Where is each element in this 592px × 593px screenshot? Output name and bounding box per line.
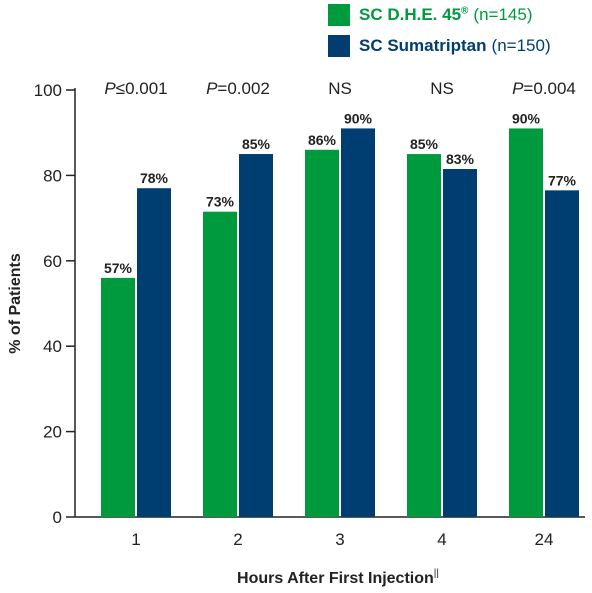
data-label: 86%	[308, 132, 337, 148]
axes: 0 20 40 60 80 100 % of Patients Hours After Fir…	[7, 81, 585, 587]
x-tick-label: 3	[335, 530, 344, 549]
bar-dhe	[203, 211, 237, 517]
bar-dhe	[509, 128, 543, 517]
x-axis-title-mark: ||	[434, 568, 439, 579]
data-label: 73%	[206, 194, 235, 210]
data-label: 90%	[512, 110, 541, 126]
data-label: 78%	[140, 170, 169, 186]
legend-n-dhe: (n=145)	[473, 5, 533, 24]
bar-dhe	[101, 277, 135, 517]
x-axis-title: Hours After First Injection||	[237, 568, 439, 587]
legend-label-sumatriptan: SC Sumatriptan	[359, 36, 487, 55]
significance-value: NS	[328, 79, 352, 98]
y-tick-label: 80	[43, 166, 62, 185]
significance-label: P=0.004	[512, 79, 576, 98]
significance-label: NS	[328, 79, 352, 98]
data-label: 85%	[410, 136, 439, 152]
significance-label: NS	[430, 79, 454, 98]
legend-swatch-dhe	[328, 4, 350, 26]
legend-n-sumatriptan: (n=150)	[491, 36, 551, 55]
bar-sumatriptan	[545, 190, 579, 517]
bar-dhe	[407, 154, 441, 518]
data-label: 90%	[344, 110, 373, 126]
y-tick-label: 40	[43, 337, 62, 356]
bar-dhe	[305, 149, 339, 517]
x-tick-label: 1	[131, 530, 140, 549]
data-label: 85%	[242, 136, 271, 152]
significance-p: P	[206, 79, 218, 98]
bar-sumatriptan	[137, 188, 171, 517]
x-tick-label: 4	[437, 530, 446, 549]
y-tick-label: 20	[43, 423, 62, 442]
data-label: 83%	[446, 151, 475, 167]
legend-item-dhe: SC D.H.E. 45® (n=145)	[328, 4, 533, 26]
data-label: 77%	[548, 172, 577, 188]
y-tick-label: 0	[53, 508, 62, 527]
data-label: 57%	[104, 260, 133, 276]
y-axis-title: % of Patients	[7, 253, 24, 354]
legend-swatch-sumatriptan	[328, 35, 350, 57]
significance-value: ≤0.001	[116, 79, 168, 98]
bar-sumatriptan	[443, 168, 477, 517]
x-tick-label: 2	[233, 530, 242, 549]
significance-value: NS	[430, 79, 454, 98]
significance-value: =0.002	[217, 79, 269, 98]
labels: 1P≤0.00157%78%2P=0.00273%85%3NS86%90%4NS…	[104, 79, 577, 549]
y-tick-label: 100	[34, 81, 62, 100]
legend-item-sumatriptan: SC Sumatriptan (n=150)	[328, 35, 551, 57]
legend-label-dhe: SC D.H.E. 45®	[359, 5, 469, 24]
bar-sumatriptan	[239, 154, 273, 518]
y-tick-label: 60	[43, 252, 62, 271]
significance-value: =0.004	[523, 79, 575, 98]
significance-p: P	[104, 79, 116, 98]
bar-sumatriptan	[341, 128, 375, 517]
x-tick-label: 24	[535, 530, 554, 549]
bars	[101, 128, 579, 518]
significance-label: P=0.002	[206, 79, 270, 98]
significance-p: P	[512, 79, 524, 98]
significance-label: P≤0.001	[104, 79, 167, 98]
